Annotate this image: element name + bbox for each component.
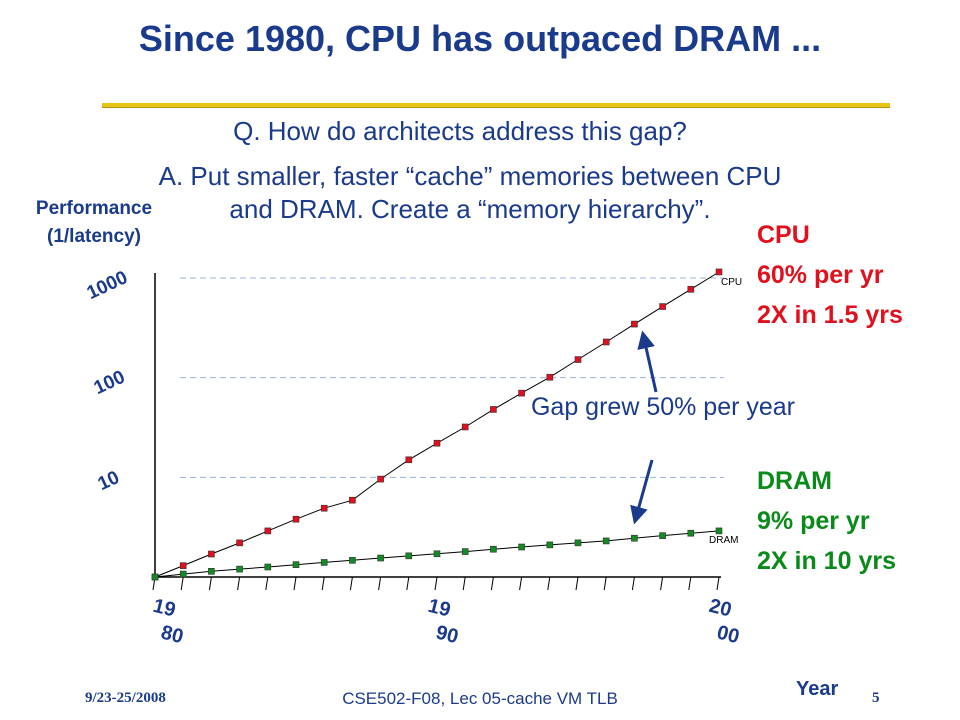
- cpu-point-1996: [602, 338, 610, 346]
- cpu-series-label: CPU: [721, 277, 742, 288]
- x-tick-1991: [462, 576, 466, 591]
- dram-point-1984: [264, 563, 272, 571]
- x-tick-1986: [321, 576, 325, 591]
- gap-arrow-cpu: [637, 330, 658, 393]
- y-axis-label-line2: (1/latency): [47, 226, 141, 247]
- x-tick-1982: [208, 576, 212, 591]
- gap-arrow-dram: [630, 459, 654, 525]
- x-tick-1992: [490, 576, 494, 591]
- cpu-point-1992: [490, 406, 497, 413]
- cpu-point-1984: [264, 527, 272, 535]
- x-tick-1987: [349, 576, 353, 591]
- dram-point-1981: [179, 570, 187, 578]
- cpu-point-1983: [236, 539, 243, 547]
- dram-series-label: DRAM: [709, 535, 738, 546]
- cpu-series-line: [154, 271, 720, 578]
- dram-point-1980: [151, 573, 159, 581]
- x-tick-1994: [547, 576, 551, 591]
- cpu-heading: CPU: [757, 221, 810, 249]
- x-tick-1998: [660, 576, 664, 591]
- cpu-point-1985: [292, 515, 300, 523]
- cpu-point-1982: [208, 550, 215, 558]
- footer-page-number: 5: [872, 690, 880, 706]
- x-tick-1988: [378, 576, 382, 591]
- dram-point-1994: [546, 541, 554, 549]
- x-tick-1985: [293, 576, 297, 591]
- dram-point-1999: [687, 529, 695, 537]
- x-tick-1990: [434, 576, 438, 591]
- dram-point-1991: [461, 548, 469, 555]
- x-tick-1993: [519, 576, 523, 591]
- dram-point-1983: [236, 565, 243, 573]
- dram-point-1986: [320, 559, 328, 566]
- dram-point-1998: [659, 532, 666, 539]
- y-axis-label-line1: Performance: [35, 198, 153, 219]
- x-tick-1983: [237, 576, 241, 591]
- dram-point-1987: [349, 557, 356, 564]
- cpu-point-1986: [320, 504, 328, 512]
- cpu-point-1995: [574, 356, 582, 363]
- x-tick-1981: [180, 576, 184, 591]
- cpu-point-1999: [687, 286, 695, 293]
- dram-heading: DRAM: [757, 467, 832, 495]
- footer-course: CSE502-F08, Lec 05-cache VM TLB: [342, 689, 618, 708]
- cpu-point-1989: [405, 456, 413, 464]
- slide-title: Since 1980, CPU has outpaced DRAM ...: [138, 18, 822, 59]
- y-axis-label: Performance (1/latency): [4, 198, 184, 248]
- dram-point-1996: [602, 537, 610, 545]
- dram-point-1995: [574, 539, 582, 547]
- dram-doubling: 2X in 10 yrs: [757, 547, 896, 575]
- cpu-point-1981: [179, 562, 187, 569]
- x-tick-2000: [716, 576, 720, 591]
- x-tick-1997: [631, 576, 635, 591]
- question-text: Q. How do architects address this gap?: [233, 116, 687, 146]
- dram-point-1985: [292, 561, 300, 568]
- answer-text: A. Put smaller, faster “cache” memories …: [158, 161, 782, 224]
- x-tick-1996: [603, 576, 607, 591]
- cpu-point-1997: [631, 320, 638, 328]
- cpu-doubling: 2X in 1.5 yrs: [757, 301, 903, 329]
- dram-point-1997: [631, 534, 638, 542]
- cpu-point-1998: [659, 303, 666, 310]
- dram-point-1982: [208, 568, 215, 575]
- dram-point-1989: [405, 552, 413, 560]
- footer-date: 9/23-25/2008: [85, 690, 166, 706]
- cpu-point-1988: [377, 475, 384, 483]
- x-tick-1995: [575, 576, 579, 591]
- cpu-rate: 60% per yr: [757, 261, 884, 289]
- cpu-point-1987: [349, 496, 356, 504]
- dram-rate: 9% per yr: [757, 507, 870, 535]
- x-tick-1989: [406, 576, 410, 591]
- cpu-point-1993: [518, 389, 525, 397]
- dram-point-1993: [518, 543, 525, 551]
- cpu-point-1991: [461, 423, 469, 431]
- cpu-point-1994: [546, 373, 554, 381]
- cpu-point-1990: [433, 439, 441, 447]
- x-tick-1984: [265, 576, 269, 591]
- x-tick-1999: [688, 576, 692, 591]
- title-underline: [102, 103, 890, 108]
- cpu-point-2000: [715, 268, 723, 276]
- dram-point-1990: [433, 550, 441, 558]
- dram-point-2000: [715, 527, 723, 535]
- gap-annotation: Gap grew 50% per year: [530, 393, 796, 421]
- x-axis-label: Year: [796, 678, 839, 700]
- dram-point-1992: [490, 545, 497, 553]
- dram-point-1988: [377, 554, 384, 562]
